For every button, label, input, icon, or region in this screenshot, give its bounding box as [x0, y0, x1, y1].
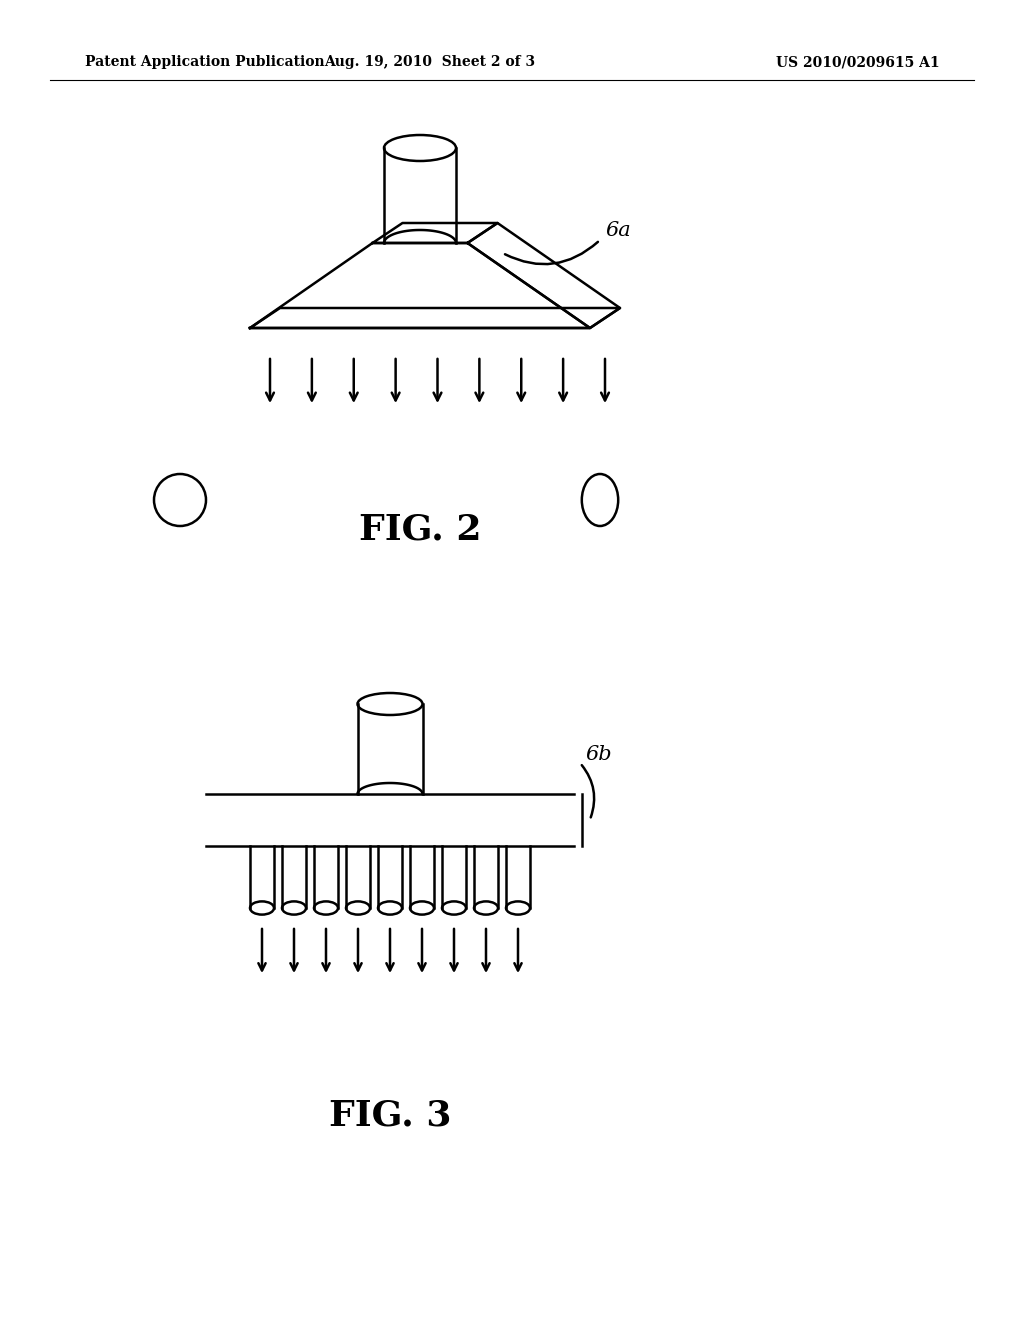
Text: 6b: 6b [585, 746, 611, 764]
Text: FIG. 2: FIG. 2 [358, 513, 481, 546]
Text: FIG. 3: FIG. 3 [329, 1098, 452, 1133]
Text: Patent Application Publication: Patent Application Publication [85, 55, 325, 69]
Text: Aug. 19, 2010  Sheet 2 of 3: Aug. 19, 2010 Sheet 2 of 3 [325, 55, 536, 69]
Text: US 2010/0209615 A1: US 2010/0209615 A1 [776, 55, 940, 69]
Text: 6a: 6a [605, 220, 631, 239]
